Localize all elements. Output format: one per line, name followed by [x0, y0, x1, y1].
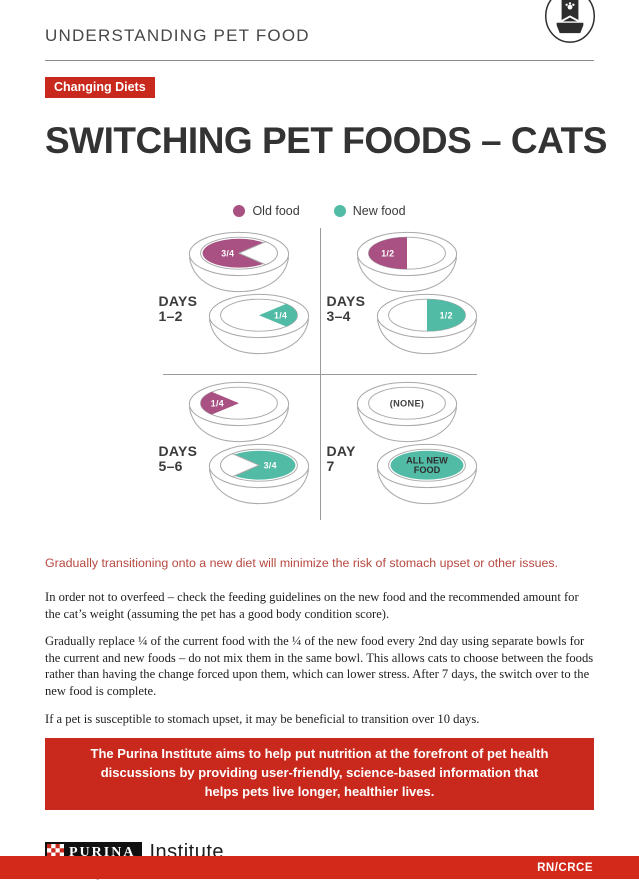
paragraph: If a pet is susceptible to stomach upset… [45, 711, 480, 726]
day-label-range: 5–6 [158, 458, 183, 475]
svg-text:1/4: 1/4 [210, 398, 223, 408]
legend-label-new-food: New food [352, 204, 406, 218]
svg-text:3/4: 3/4 [221, 248, 234, 258]
svg-text:FOOD: FOOD [413, 465, 440, 475]
category-badge: Changing Diets [45, 77, 155, 98]
purina-institute-banner: The Purina Institute aims to help put nu… [45, 738, 594, 810]
new-food-bowl: 1/2 [371, 292, 483, 356]
day-label-range: 3–4 [326, 308, 351, 325]
quadrant-day-7: DAY 7 (NONE) ALL NEW FOOD [327, 378, 485, 522]
day-label: DAY 7 [326, 443, 356, 475]
svg-text:1/4: 1/4 [273, 310, 286, 320]
paragraph: In order not to overfeed – check the fee… [45, 590, 579, 621]
header: UNDERSTANDING PET FOOD [45, 0, 596, 62]
old-food-bowl: 3/4 [183, 230, 295, 294]
header-divider [45, 60, 594, 61]
day-label: DAYS 5–6 [158, 443, 198, 475]
new-food-bowl: 1/4 [203, 292, 315, 356]
body-copy: In order not to overfeed – check the fee… [45, 589, 594, 727]
paragraph: Gradually replace ¼ of the current food … [45, 634, 594, 699]
svg-text:1/2: 1/2 [439, 310, 452, 320]
transition-diagram: DAYS 1–2 3/4 1/4 DAYS 3–4 1/2 1/2 [159, 228, 481, 520]
quadrant-days-3-4: DAYS 3–4 1/2 1/2 [327, 228, 485, 372]
new-food-bowl: ALL NEW FOOD [371, 442, 483, 506]
old-food-swatch-icon [233, 205, 246, 217]
svg-text:3/4: 3/4 [263, 460, 276, 470]
svg-text:ALL NEW: ALL NEW [406, 456, 448, 466]
day-label-range: 1–2 [158, 308, 183, 325]
day-label: DAYS 3–4 [326, 293, 366, 325]
document-code: RN/CRCE [537, 861, 593, 874]
day-label: DAYS 1–2 [158, 293, 198, 325]
legend: Old food New food [45, 204, 594, 218]
pet-food-bag-and-bowl-icon [542, 0, 598, 46]
quadrant-days-5-6: DAYS 5–6 1/4 3/4 [159, 378, 317, 522]
legend-label-old-food: Old food [252, 204, 300, 218]
day-label-word: DAYS [158, 443, 198, 459]
svg-text:1/2: 1/2 [381, 248, 394, 258]
legend-item-new-food: New food [333, 204, 406, 218]
old-food-bowl: 1/4 [183, 380, 295, 444]
page-title: SWITCHING PET FOODS – CATS [45, 120, 607, 161]
old-food-bowl: (NONE) [351, 380, 463, 444]
day-label-range: 7 [326, 458, 335, 475]
new-food-swatch-icon [333, 205, 346, 217]
day-label-word: DAY [326, 443, 356, 459]
day-label-word: DAYS [326, 293, 366, 309]
old-food-bowl: 1/2 [351, 230, 463, 294]
new-food-bowl: 3/4 [203, 442, 315, 506]
legend-item-old-food: Old food [233, 204, 300, 218]
day-label-word: DAYS [158, 293, 198, 309]
document-code-bar: RN/CRCE [0, 856, 639, 879]
document-series-title: UNDERSTANDING PET FOOD [45, 26, 310, 45]
svg-text:(NONE): (NONE) [389, 398, 424, 408]
highlight-sentence: Gradually transitioning onto a new diet … [45, 556, 559, 570]
quadrant-days-1-2: DAYS 1–2 3/4 1/4 [159, 228, 317, 372]
diagram-horizontal-divider [162, 374, 477, 375]
